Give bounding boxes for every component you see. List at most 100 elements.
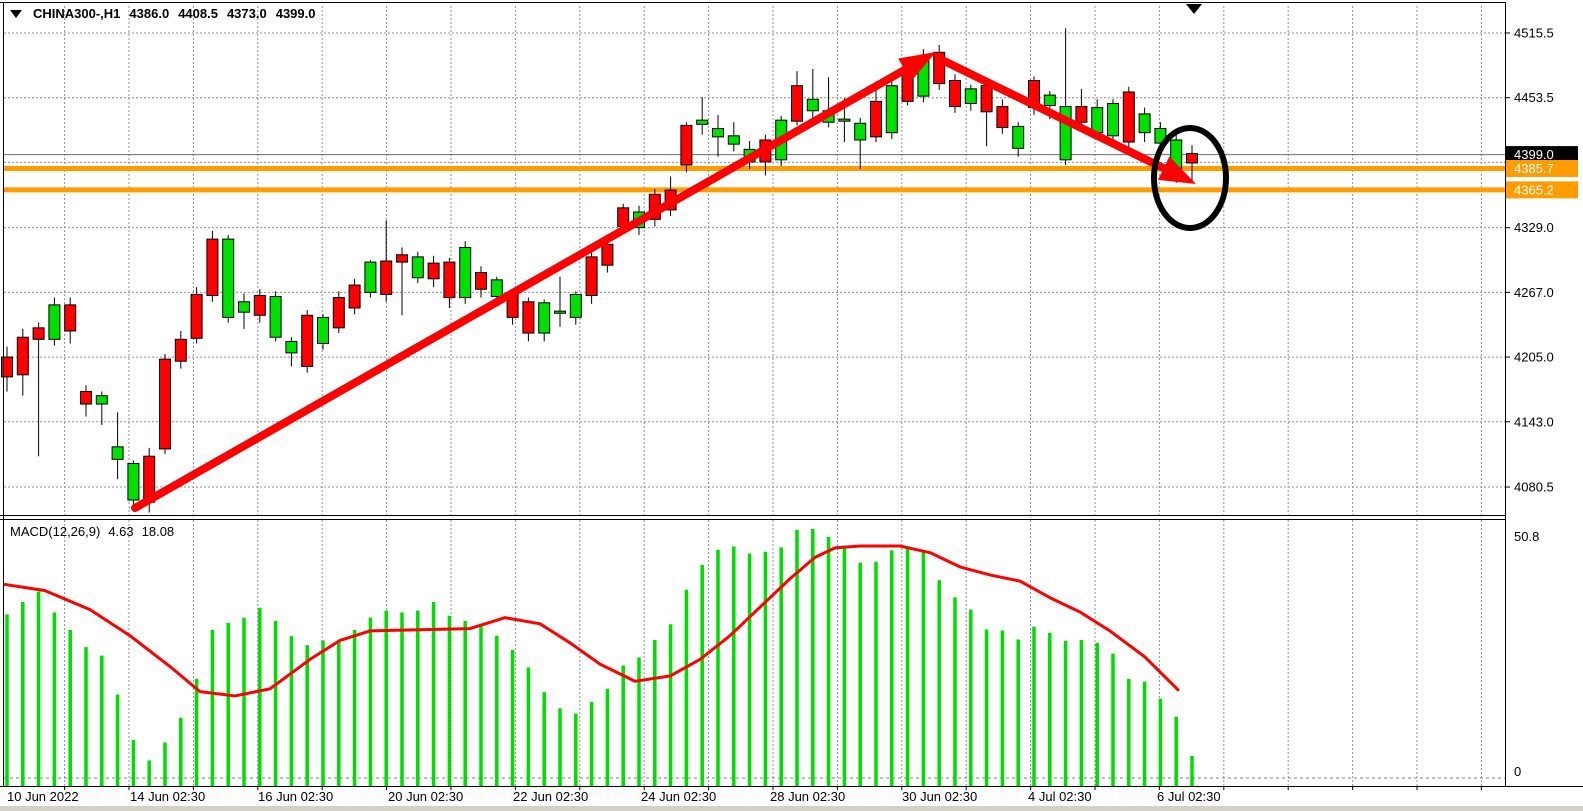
current-price-badge-label: 4399.0 [1514, 147, 1554, 162]
macd-histogram-bar [732, 546, 736, 786]
macd-histogram-bar [1142, 681, 1147, 786]
macd-histogram-bar [621, 665, 625, 786]
macd-histogram-bar [1158, 698, 1163, 786]
macd-histogram-bar [574, 713, 578, 786]
candle-body-up [712, 127, 724, 138]
candle-body-up [364, 261, 377, 293]
macd-histogram-bar [779, 547, 783, 786]
macd-histogram-bar [305, 645, 309, 786]
macd-histogram-bar [115, 694, 120, 786]
ohlc-high: 4408.5 [178, 6, 218, 21]
macd-histogram-bar [921, 552, 926, 786]
candle-body-down [980, 85, 993, 113]
ohlc-open: 4386.0 [129, 6, 170, 21]
symbol-dropdown-icon[interactable] [10, 9, 22, 18]
candle-body-up [95, 395, 108, 405]
candle-body-down [1186, 153, 1198, 164]
indicator-signal-value: 18.08 [141, 524, 175, 539]
candle-body-up [285, 340, 298, 354]
candle-body-up [1043, 94, 1056, 107]
candle-body-down [301, 314, 314, 367]
macd-histogram-bar [68, 629, 72, 786]
time-axis-label: 24 Jun 02:30 [641, 789, 716, 804]
candle-body-up [964, 88, 977, 104]
macd-histogram-bar [763, 551, 768, 786]
macd-histogram-bar [242, 617, 246, 786]
candle-body-up [1012, 125, 1025, 149]
current-price-badge [1506, 146, 1578, 164]
macd-histogram-bar [194, 678, 199, 786]
macd-histogram-bar [1000, 630, 1005, 786]
macd-histogram-bar [163, 742, 167, 786]
macd-histogram-bar [747, 553, 752, 786]
macd-histogram-bar [337, 640, 341, 786]
candle-body-down [585, 256, 598, 296]
macd-histogram-bar [558, 708, 562, 786]
level-badge-label: 4365.2 [1514, 182, 1554, 197]
macd-histogram-bar [289, 636, 294, 786]
macd-histogram-bar [52, 612, 57, 786]
symbol-header: CHINA300-,H1 4386.0 4408.5 4373.0 4399.0 [10, 6, 315, 21]
macd-histogram-bar [147, 760, 151, 786]
candle-body-up [885, 85, 898, 134]
candle-body-down [16, 336, 29, 376]
trend-up-arrow-shaft[interactable] [131, 65, 909, 512]
macd-histogram-bar [447, 615, 452, 786]
macd-histogram-bar [510, 649, 515, 786]
macd-histogram-bar [258, 607, 262, 786]
price-axis-label: 4329.0 [1514, 220, 1554, 235]
candle-body-up [696, 119, 709, 125]
time-axis-label: 14 Jun 02:30 [130, 789, 205, 804]
macd-histogram-bar [352, 629, 357, 786]
macd-histogram-bar [605, 688, 610, 786]
candle-body-down [159, 358, 171, 450]
ohlc-close: 4399.0 [275, 6, 316, 21]
time-axis-label: 10 Jun 2022 [7, 789, 79, 804]
macd-histogram-bar [1174, 716, 1178, 786]
candle-body-down [1122, 91, 1135, 143]
price-axis-label: 4080.5 [1514, 480, 1554, 495]
trend-down-arrow-shaft[interactable] [938, 56, 1168, 173]
trend-down-arrow-head[interactable] [1157, 156, 1196, 184]
macd-histogram-bar [84, 647, 88, 786]
time-axis-label: 6 Jul 02:30 [1157, 789, 1221, 804]
candle-body-up [269, 296, 282, 338]
macd-histogram-bar [653, 639, 657, 786]
candle-body-down [190, 293, 203, 339]
candle-body-down [791, 85, 803, 122]
macd-histogram-bar [100, 655, 104, 786]
price-axis-label: 4515.5 [1514, 26, 1554, 41]
macd-histogram-bar [1111, 653, 1115, 786]
ohlc-low: 4373.0 [226, 6, 267, 21]
macd-axis-max-label: 50.8 [1514, 529, 1539, 544]
macd-histogram-bar [321, 640, 325, 786]
candle-body-up [111, 446, 124, 460]
indicator-name: MACD(12,26,9) [10, 524, 101, 539]
macd-histogram-bar [668, 624, 673, 786]
macd-histogram-bar [858, 562, 862, 786]
candle-body-up [459, 246, 472, 299]
candle-body-down [443, 261, 456, 299]
candle-body-up [1091, 107, 1104, 134]
macd-histogram-bar [226, 622, 230, 786]
time-axis-label: 16 Jun 02:30 [258, 789, 333, 804]
macd-histogram-bar [5, 614, 9, 786]
candle-body-down [475, 272, 487, 290]
macd-histogram-bar [905, 547, 910, 786]
macd-axis-min-label: 0 [1514, 764, 1521, 779]
symbol-name: CHINA300-,H1 [33, 6, 121, 21]
macd-histogram-bar [969, 609, 973, 786]
macd-histogram-bar [684, 589, 689, 786]
macd-histogram-bar [21, 601, 25, 786]
highlight-ellipse[interactable] [1151, 125, 1229, 231]
price-axis-label: 4205.0 [1514, 350, 1554, 365]
macd-histogram-bar [1048, 632, 1052, 786]
trend-up-arrow-head[interactable] [898, 52, 936, 82]
candle-body-up [569, 293, 582, 318]
candle-body-up [554, 310, 566, 314]
candle-body-up [48, 304, 61, 340]
macd-histogram-bar [874, 561, 878, 786]
scroll-to-end-icon[interactable] [1186, 4, 1202, 14]
candle-body-up [854, 122, 867, 141]
macd-histogram-bar [700, 564, 704, 786]
